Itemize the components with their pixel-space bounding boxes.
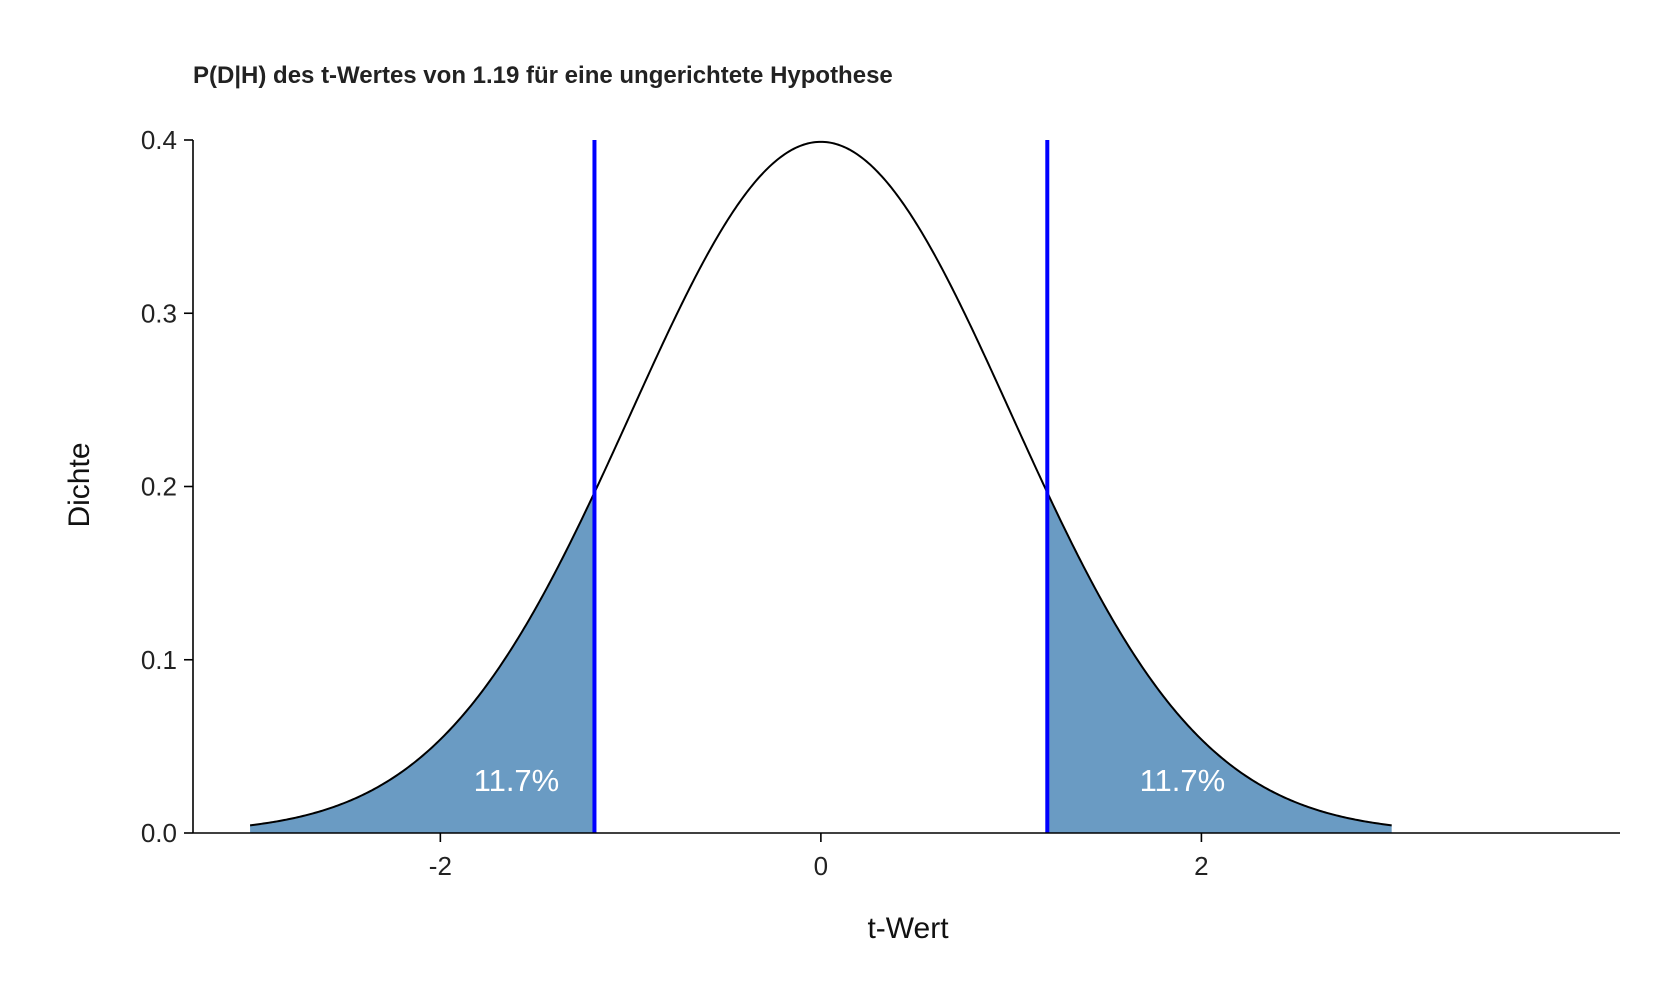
y-tick-label: 0.3 [141,298,177,328]
region-percent-label: 11.7% [1140,763,1226,798]
region-percent-label: 11.7% [474,763,560,798]
y-tick-label: 0.2 [141,472,177,502]
chart-title: P(D|H) des t-Wertes von 1.19 für eine un… [193,62,893,89]
x-tick-label: -2 [429,851,452,881]
density-curve [249,140,1392,827]
shaded-region-right [1047,492,1392,833]
y-axis-title: Dichte [63,442,96,528]
x-tick-label: 0 [814,851,828,881]
y-tick-label: 0.1 [141,645,177,675]
x-tick-label: 2 [1194,851,1208,881]
x-axis-title: t-Wert [0,912,1680,946]
x-axis-title-text: t-Wert [867,912,949,945]
y-tick-label: 0.4 [141,125,177,155]
y-tick-label: 0.0 [141,818,177,848]
shaded-region-left [250,492,595,833]
